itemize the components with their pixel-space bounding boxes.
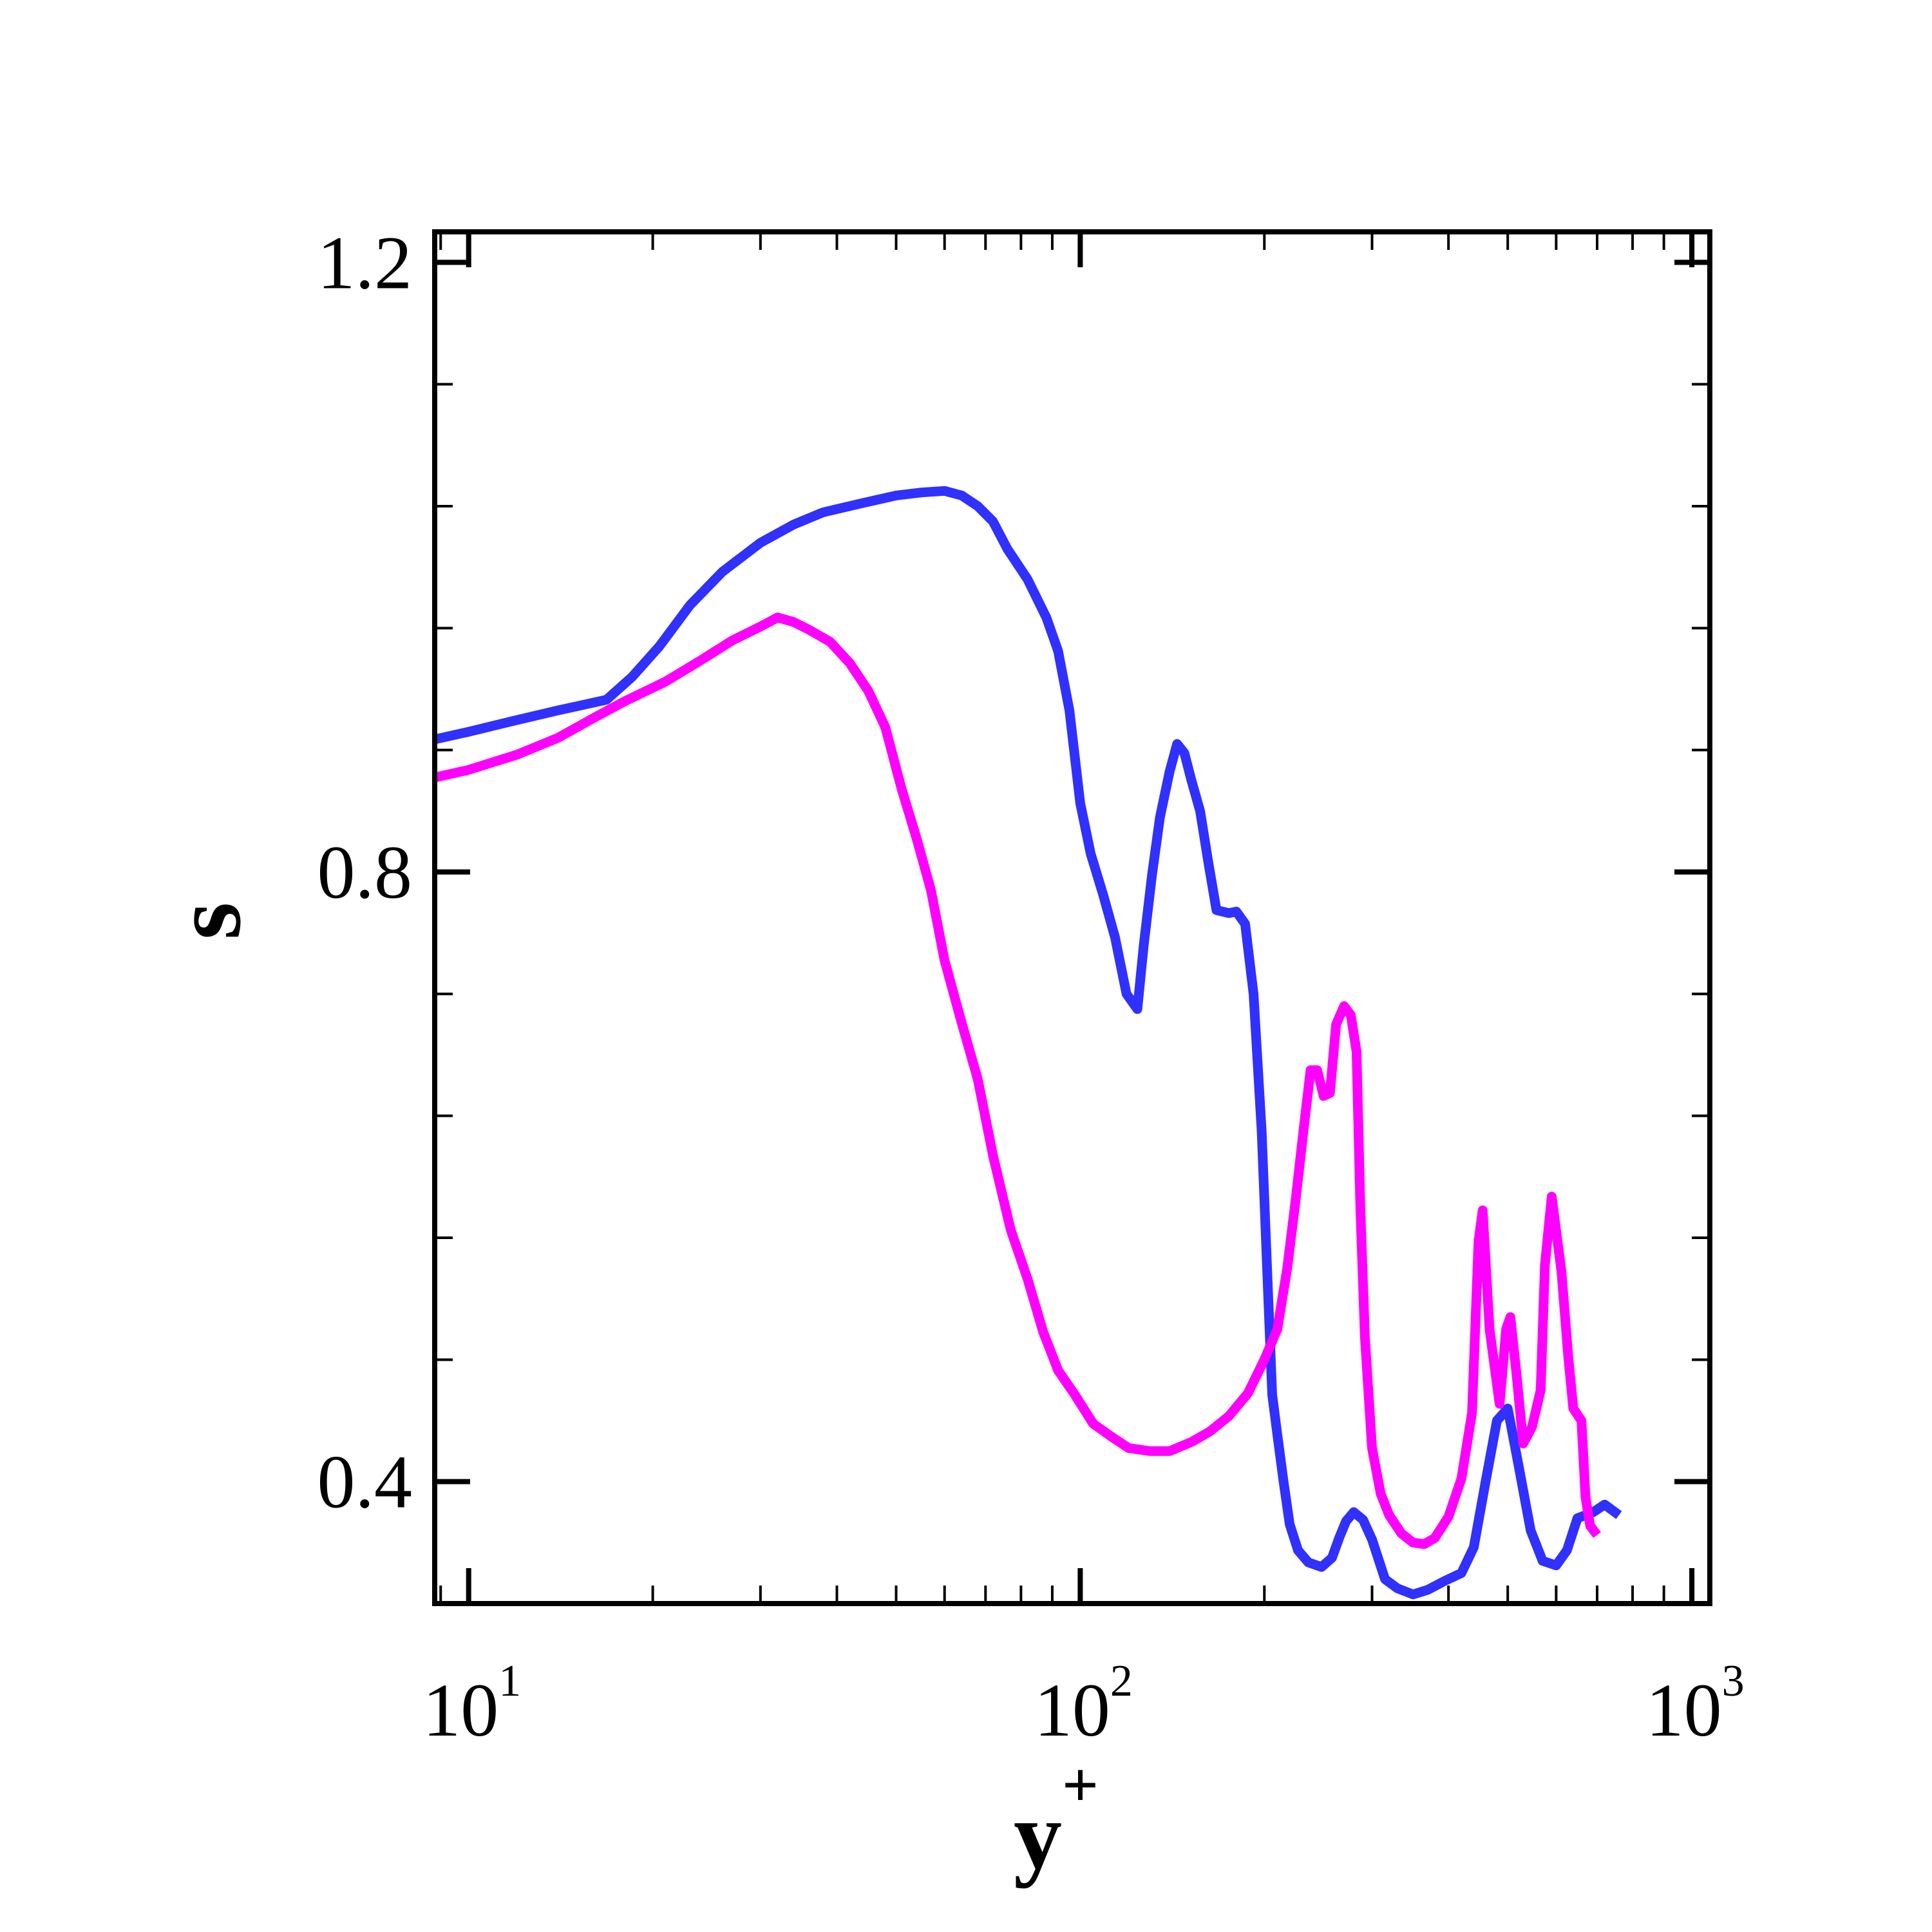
x-axis-title-superscript: + — [1062, 1749, 1099, 1821]
plot-frame — [432, 229, 1712, 1606]
major-tick-layer — [435, 232, 1710, 1604]
y-tick-label: 1.2 — [317, 220, 413, 305]
x-axis-title: y+ — [1014, 1749, 1099, 1889]
y-tick-label: 0.8 — [317, 830, 413, 914]
x-tick-label-exponent: 3 — [1722, 1656, 1745, 1706]
y-axis-title: s — [154, 902, 261, 940]
x-tick-label: 102 — [1034, 1656, 1133, 1752]
x-tick-label-exponent: 1 — [498, 1656, 521, 1706]
x-tick-label-exponent: 2 — [1110, 1656, 1133, 1706]
x-tick-label-base: 10 — [1646, 1668, 1722, 1752]
x-tick-label-base: 10 — [1034, 1668, 1110, 1752]
minor-tick-layer — [435, 232, 1710, 1605]
x-tick-label-base: 10 — [422, 1668, 498, 1752]
x-tick-label: 101 — [422, 1656, 521, 1752]
y-tick-label: 0.4 — [317, 1440, 413, 1524]
x-tick-label: 103 — [1646, 1656, 1745, 1752]
series-layer — [433, 486, 1622, 1600]
series-line-2 — [433, 612, 1601, 1549]
x-axis-title-base: y — [1014, 1782, 1062, 1889]
series-line-1 — [433, 486, 1622, 1600]
